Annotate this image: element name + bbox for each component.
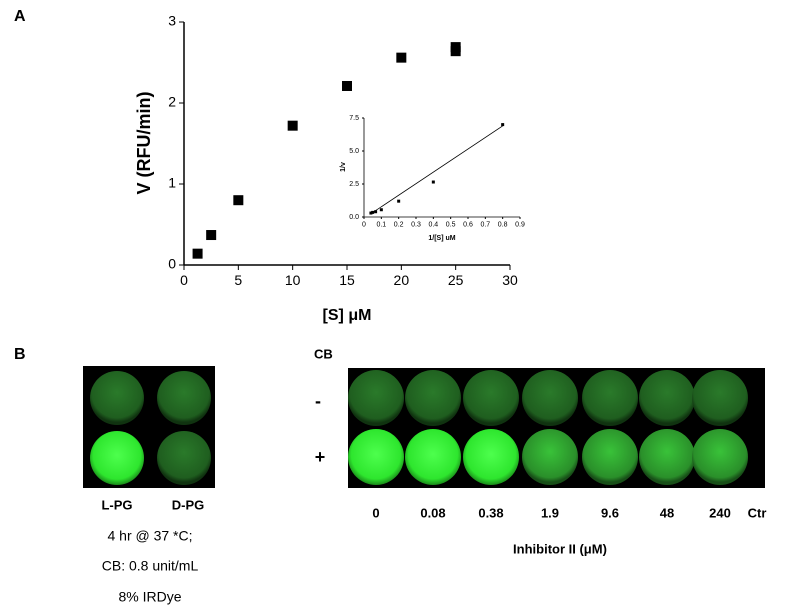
y-tick-label: 0.0 <box>349 214 359 221</box>
point <box>192 248 203 259</box>
column-label: 1.9 <box>541 505 559 520</box>
point <box>342 80 352 91</box>
well <box>463 370 519 426</box>
well <box>90 431 144 485</box>
point <box>501 123 505 127</box>
x-axis-label: 1/[S] uM <box>428 235 455 242</box>
condition: 4 hr @ 37 *C; <box>107 528 192 544</box>
point <box>206 230 217 241</box>
column-label: 0.08 <box>420 505 445 520</box>
point <box>379 208 383 212</box>
x-tick-label: 30 <box>502 272 518 288</box>
y-tick-label: 2 <box>168 94 176 110</box>
y-tick-label: 1 <box>168 175 176 191</box>
x-tick-label: 0.3 <box>411 221 421 228</box>
column-label: 48 <box>660 505 674 520</box>
fit-line <box>370 125 503 215</box>
panel-label: B <box>14 346 26 363</box>
column-label: 0 <box>372 505 379 520</box>
row-label: - <box>315 391 321 411</box>
row-label: + <box>315 447 326 467</box>
x-tick-label: 0.5 <box>446 221 456 228</box>
x-tick-label: 10 <box>285 272 301 288</box>
y-tick-label: 0 <box>168 256 176 272</box>
x-tick-label: 0 <box>180 272 188 288</box>
well <box>405 429 461 485</box>
condition: CB: 0.8 unit/mL <box>102 558 199 574</box>
well <box>692 370 748 426</box>
x-tick-label: 0.2 <box>394 221 404 228</box>
plates <box>83 366 765 488</box>
x-tick-label: 0.1 <box>376 221 386 228</box>
x-tick-label: 0.9 <box>515 221 525 228</box>
well <box>522 370 578 426</box>
y-tick-label: 2.5 <box>349 181 359 188</box>
well <box>405 370 461 426</box>
well <box>582 429 638 485</box>
column-label: 9.6 <box>601 505 619 520</box>
axis-label: Inhibitor II (μM) <box>513 541 607 556</box>
x-tick-label: 5 <box>234 272 242 288</box>
well <box>348 370 404 426</box>
x-tick-label: 0.8 <box>498 221 508 228</box>
well <box>157 431 211 485</box>
x-tick-label: 0.4 <box>428 221 438 228</box>
y-tick-label: 5.0 <box>349 148 359 155</box>
cb-label: CB <box>314 346 333 361</box>
y-tick-label: 3 <box>168 13 176 29</box>
x-tick-label: 15 <box>339 272 355 288</box>
x-axis-label: [S] μM <box>323 307 372 324</box>
well <box>463 429 519 485</box>
point <box>431 180 435 184</box>
point <box>397 199 401 203</box>
point <box>396 52 407 63</box>
well <box>582 370 638 426</box>
well <box>90 371 144 425</box>
well <box>639 370 695 426</box>
well <box>639 429 695 485</box>
well-label: L-PG <box>101 497 132 512</box>
x-tick-label: 0.6 <box>463 221 473 228</box>
point <box>450 46 461 57</box>
point <box>287 120 298 131</box>
point <box>374 210 378 214</box>
well <box>348 429 404 485</box>
x-tick-label: 20 <box>394 272 410 288</box>
well <box>692 429 748 485</box>
x-tick-label: 0 <box>362 221 366 228</box>
panel-label: A <box>14 8 26 25</box>
column-label: 0.38 <box>478 505 503 520</box>
point <box>369 211 373 215</box>
x-tick-label: 25 <box>448 272 464 288</box>
condition: 8% IRDye <box>118 589 181 605</box>
x-tick-label: 0.7 <box>480 221 490 228</box>
y-axis-label: V (RFU/min) <box>134 92 154 195</box>
y-tick-label: 7.5 <box>349 115 359 122</box>
well-label: D-PG <box>172 497 205 512</box>
point <box>233 195 244 206</box>
well <box>522 429 578 485</box>
y-axis-label: 1/v <box>340 162 347 172</box>
column-label: 240 <box>709 505 731 520</box>
well <box>157 371 211 425</box>
column-label: Ctr <box>748 505 767 520</box>
